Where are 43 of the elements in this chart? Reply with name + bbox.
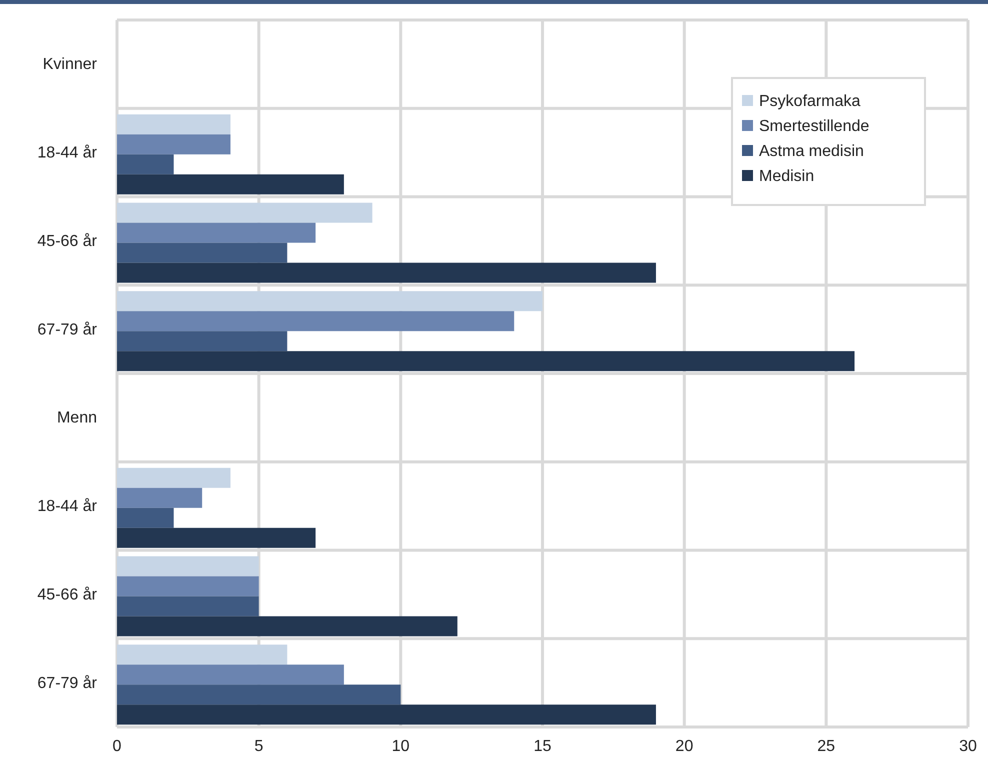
x-tick-label: 25	[817, 738, 836, 755]
bar	[117, 616, 458, 636]
bar	[117, 311, 514, 332]
x-tick-label: 15	[534, 738, 552, 755]
bar	[117, 528, 316, 548]
y-tick-label: 18-44 år	[37, 144, 98, 162]
y-tick-label: 45-66 år	[37, 586, 98, 604]
bar	[117, 202, 372, 223]
bar	[117, 488, 202, 508]
bar	[117, 576, 259, 596]
bar	[117, 596, 259, 616]
y-tick-label: 67-79 år	[37, 321, 98, 338]
bar	[117, 351, 855, 372]
x-tick-label: 0	[112, 738, 122, 755]
legend-label: Astma medisin	[759, 143, 864, 160]
bar	[117, 134, 230, 154]
bar	[117, 174, 344, 194]
bar	[117, 644, 288, 665]
bar	[117, 468, 230, 488]
bar	[117, 664, 344, 685]
legend-label: Medisin	[759, 168, 814, 185]
bar	[117, 222, 316, 243]
x-tick-label: 10	[392, 738, 410, 755]
y-tick-label: Kvinner	[42, 56, 98, 74]
y-tick-label: Menn	[56, 410, 97, 427]
bar	[117, 331, 288, 352]
bar	[117, 684, 401, 705]
x-tick-label: 30	[959, 738, 977, 755]
bar	[117, 154, 174, 174]
x-tick-label: 5	[254, 738, 264, 755]
legend-label: Psykofarmaka	[759, 93, 860, 110]
y-tick-label: 67-79 år	[37, 674, 98, 692]
bar	[117, 114, 230, 134]
bar	[117, 262, 656, 283]
bar	[117, 291, 542, 312]
bar	[117, 704, 656, 725]
legend-label: Smertestillende	[759, 118, 870, 135]
y-tick-label: 45-66 år	[37, 232, 98, 250]
bar	[117, 556, 259, 576]
bar	[117, 242, 288, 263]
x-tick-label: 20	[675, 738, 694, 755]
bar	[117, 508, 174, 528]
y-tick-label: 18-44 år	[37, 498, 98, 516]
